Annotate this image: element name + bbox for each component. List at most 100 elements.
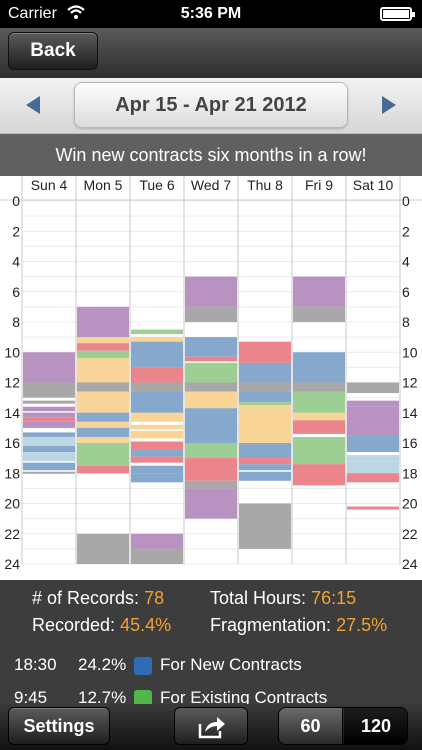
settings-button[interactable]: Settings xyxy=(8,707,110,745)
time-block xyxy=(23,412,75,418)
zoom-120-button[interactable]: 120 xyxy=(344,708,407,744)
time-block xyxy=(293,420,345,434)
hour-tick-label-right: 12 xyxy=(402,375,418,391)
time-block xyxy=(347,455,399,462)
hour-tick-label-left: 6 xyxy=(12,284,20,300)
back-button[interactable]: Back xyxy=(8,32,98,70)
time-block xyxy=(23,436,75,447)
time-block xyxy=(131,329,183,335)
next-week-arrow-icon[interactable] xyxy=(382,96,396,114)
time-block xyxy=(131,337,183,342)
time-block xyxy=(239,362,291,383)
time-block xyxy=(77,382,129,392)
time-block xyxy=(23,452,75,462)
time-block xyxy=(293,276,345,307)
category-color-swatch xyxy=(134,690,152,704)
hour-tick-label-left: 4 xyxy=(12,254,20,270)
hour-tick-label-left: 10 xyxy=(4,344,20,360)
time-block xyxy=(77,343,129,351)
zoom-segmented-control: 60 120 xyxy=(278,707,408,745)
time-block xyxy=(239,458,291,465)
total-hours-label: Total Hours: xyxy=(210,588,307,608)
hour-tick-label-right: 2 xyxy=(402,223,410,239)
hour-tick-label-right: 14 xyxy=(402,405,418,421)
time-block xyxy=(239,464,291,471)
category-row[interactable]: 18:30 24.2% For New Contracts xyxy=(0,655,422,677)
time-block xyxy=(131,548,183,564)
time-block xyxy=(347,400,399,407)
time-block xyxy=(77,412,129,422)
category-color-swatch xyxy=(134,657,152,675)
time-block xyxy=(293,464,345,486)
time-block xyxy=(23,417,75,422)
time-block xyxy=(185,412,237,443)
stats-panel: # of Records: 78 Total Hours: 76:15 Reco… xyxy=(0,580,422,704)
carrier-label: Carrier xyxy=(8,5,57,22)
clock: 5:36 PM xyxy=(180,5,242,22)
hour-tick-label-left: 20 xyxy=(4,496,20,512)
time-block xyxy=(131,441,183,450)
time-block xyxy=(185,306,237,322)
time-block xyxy=(239,443,291,459)
time-block xyxy=(185,488,237,519)
share-button[interactable] xyxy=(174,707,248,745)
total-hours-value: 76:15 xyxy=(311,588,357,608)
time-block xyxy=(131,533,183,549)
time-block xyxy=(23,462,75,471)
time-block xyxy=(131,473,183,483)
previous-week-arrow-icon[interactable] xyxy=(26,96,40,114)
time-block xyxy=(131,391,183,413)
hour-tick-label-left: 24 xyxy=(4,556,20,572)
hour-tick-label-right: 22 xyxy=(402,526,418,542)
day-header-label: Thu 8 xyxy=(247,177,283,193)
time-block xyxy=(347,382,399,394)
time-block xyxy=(77,350,129,359)
category-name: For Existing Contracts xyxy=(160,688,328,704)
hour-tick-label-right: 18 xyxy=(402,465,418,481)
wifi-icon xyxy=(67,5,85,19)
time-block xyxy=(239,471,291,481)
fragmentation-label: Fragmentation: xyxy=(210,615,332,635)
hour-tick-label-left: 14 xyxy=(4,405,20,421)
time-block xyxy=(347,473,399,483)
category-percent: 24.2% xyxy=(78,655,127,674)
hour-tick-label-right: 0 xyxy=(402,193,410,209)
hour-tick-label-right: 20 xyxy=(402,496,418,512)
fragmentation-value: 27.5% xyxy=(336,615,388,635)
time-block xyxy=(185,382,237,392)
hour-tick-label-left: 12 xyxy=(4,375,20,391)
time-block xyxy=(185,337,237,357)
time-block xyxy=(23,421,75,428)
time-block xyxy=(185,480,237,489)
recorded-stat: Recorded: 45.4% xyxy=(32,615,171,636)
bottom-toolbar: Settings 60 120 xyxy=(0,704,422,750)
time-block xyxy=(239,412,291,443)
time-block xyxy=(23,446,75,453)
time-block xyxy=(77,436,129,443)
date-range-button[interactable]: Apr 15 - Apr 21 2012 xyxy=(74,82,348,128)
time-block xyxy=(23,400,75,404)
hour-tick-label-left: 18 xyxy=(4,465,20,481)
time-block xyxy=(185,443,237,459)
day-header-label: Mon 5 xyxy=(84,177,123,193)
day-header-label: Sun 4 xyxy=(31,177,68,193)
time-block xyxy=(131,424,183,430)
time-block xyxy=(347,506,399,510)
time-block xyxy=(185,391,237,409)
category-name: For New Contracts xyxy=(160,655,302,674)
goal-banner: Win new contracts six months in a row! xyxy=(0,134,422,176)
date-selector: Apr 15 - Apr 21 2012 xyxy=(0,78,422,134)
category-row[interactable]: 9:45 12.7% For Existing Contracts xyxy=(0,688,422,704)
time-block xyxy=(77,465,129,474)
navigation-bar: Back xyxy=(0,28,422,78)
hour-tick-label-left: 22 xyxy=(4,526,20,542)
time-block xyxy=(347,435,399,453)
weekly-chart-svg: Sun 4 Mon 5 Tue 6 Wed 7 Thu 8 Fri 9 Sat 100 02 2… xyxy=(0,176,422,572)
zoom-60-button[interactable]: 60 xyxy=(279,708,343,744)
time-block xyxy=(77,358,129,383)
time-block xyxy=(77,533,129,564)
hour-tick-label-right: 10 xyxy=(402,344,418,360)
hour-tick-label-right: 24 xyxy=(402,556,418,572)
time-block xyxy=(347,461,399,474)
time-block xyxy=(131,456,183,463)
